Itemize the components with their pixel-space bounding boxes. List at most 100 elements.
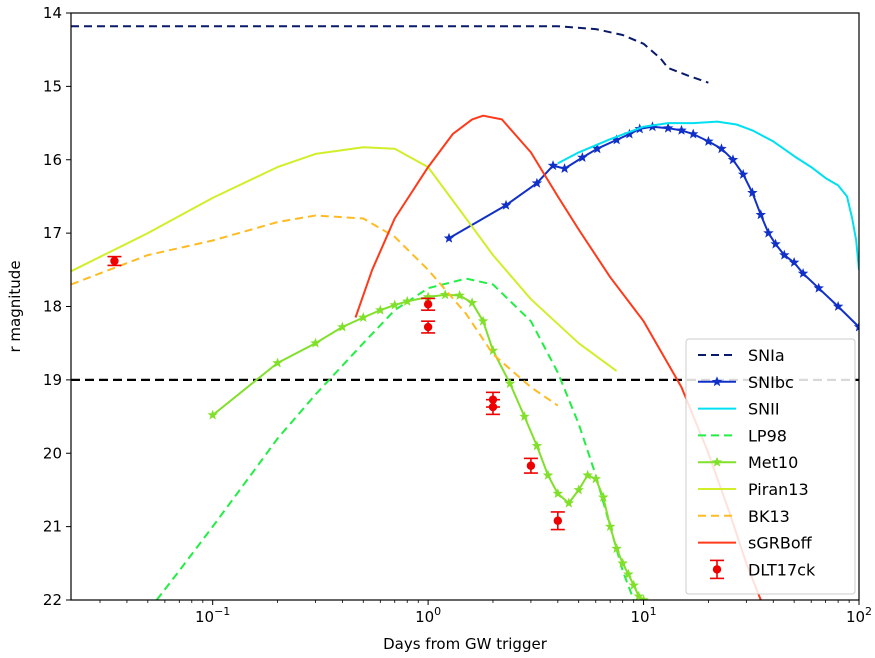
- data-point: [553, 516, 563, 525]
- data-point: [592, 143, 603, 154]
- data-point: [779, 249, 790, 260]
- data-point: [727, 154, 739, 165]
- legend-label: LP98: [748, 426, 787, 445]
- y-tick-label: 22: [43, 591, 62, 609]
- y-tick-label: 19: [43, 371, 62, 389]
- legend-label: Piran13: [748, 480, 809, 499]
- series-line: [155, 277, 635, 600]
- data-point: [487, 345, 499, 355]
- data-point: [531, 440, 543, 451]
- data-point: [477, 315, 489, 326]
- series-line: [71, 214, 559, 407]
- series-snii: [557, 120, 859, 270]
- data-point: [310, 337, 321, 348]
- y-tick-label: 15: [43, 77, 62, 95]
- series-snibc: [443, 121, 859, 332]
- legend-label: sGRBoff: [748, 534, 813, 553]
- data-point: [443, 232, 455, 243]
- data-point: [577, 152, 588, 162]
- data-point: [788, 257, 800, 267]
- data-point: [688, 128, 699, 139]
- data-point: [559, 163, 570, 173]
- series-snia: [71, 25, 709, 84]
- data-point: [110, 256, 119, 266]
- data-point: [531, 177, 543, 188]
- axes-layer: 14 15 16 17 18 19 20 21 22 10−1 100 101 102: [43, 4, 872, 626]
- data-point: [832, 301, 844, 311]
- data-point: [611, 134, 622, 145]
- data-point: [617, 557, 628, 568]
- x-tick-label: 102: [846, 605, 872, 626]
- data-point: [547, 160, 559, 171]
- data-point: [526, 461, 536, 470]
- data-point: [454, 290, 465, 300]
- legend: SNIa SNIbc SNII LP98 Met10 Piran13 BK13 sGRBoff…: [685, 338, 856, 595]
- y-tick-label: 16: [43, 151, 62, 169]
- series-line: [557, 120, 859, 270]
- data-point: [633, 590, 644, 600]
- x-tick-label: 100: [415, 605, 441, 626]
- data-point: [500, 199, 512, 210]
- x-tick-label: 101: [631, 605, 657, 626]
- data-point: [358, 312, 369, 322]
- y-tick-label: 20: [43, 444, 62, 462]
- data-point: [623, 568, 634, 579]
- legend-label: SNIa: [748, 346, 785, 365]
- data-point: [737, 168, 749, 179]
- data-point: [563, 497, 575, 508]
- data-point: [624, 128, 635, 139]
- y-axis-label: r magnitude: [6, 260, 24, 352]
- series-met10: [207, 289, 649, 600]
- data-point: [755, 209, 766, 220]
- data-point: [662, 122, 674, 133]
- series-bk13: [71, 214, 559, 407]
- data-point: [582, 469, 593, 480]
- data-point: [552, 488, 564, 499]
- data-point: [763, 227, 774, 238]
- series-line: [212, 293, 645, 600]
- data-point: [611, 543, 622, 554]
- data-point: [466, 297, 478, 308]
- data-point: [605, 521, 616, 532]
- series-line: [71, 146, 618, 372]
- legend-label: SNII: [748, 400, 780, 419]
- data-point: [439, 289, 451, 300]
- legend-label: SNIbc: [748, 373, 794, 392]
- data-point: [504, 378, 516, 388]
- data-point: [638, 594, 649, 600]
- series-piran13: [71, 146, 618, 372]
- data-point: [542, 469, 554, 480]
- data-point: [813, 282, 824, 293]
- data-point: [703, 135, 714, 146]
- data-point: [337, 321, 348, 332]
- y-tick-label: 18: [43, 298, 62, 316]
- data-point: [573, 484, 584, 495]
- data-point: [423, 322, 433, 332]
- data-point: [853, 321, 859, 332]
- legend-label: DLT17ck: [748, 560, 816, 579]
- data-point: [423, 300, 433, 309]
- legend-box: [685, 338, 856, 595]
- data-point: [272, 357, 283, 368]
- legend-swatch: [711, 376, 723, 387]
- data-point: [488, 402, 498, 412]
- data-point: [389, 299, 400, 310]
- series-line: [448, 125, 859, 328]
- x-tick-label: 10−1: [195, 605, 230, 626]
- series-line: [71, 25, 709, 84]
- data-point: [590, 473, 601, 484]
- series-layer: [71, 25, 859, 600]
- data-point: [797, 268, 809, 278]
- data-point: [422, 291, 434, 302]
- data-point: [207, 409, 218, 420]
- y-tick-label: 21: [43, 518, 62, 536]
- data-point: [375, 304, 386, 315]
- data-point: [770, 238, 781, 249]
- x-axis-label: Days from GW trigger: [383, 635, 548, 653]
- series-dlt17ck: [107, 255, 565, 531]
- data-point: [519, 411, 530, 421]
- data-point: [598, 491, 609, 502]
- data-point: [676, 124, 687, 135]
- y-tick-label: 17: [43, 224, 62, 242]
